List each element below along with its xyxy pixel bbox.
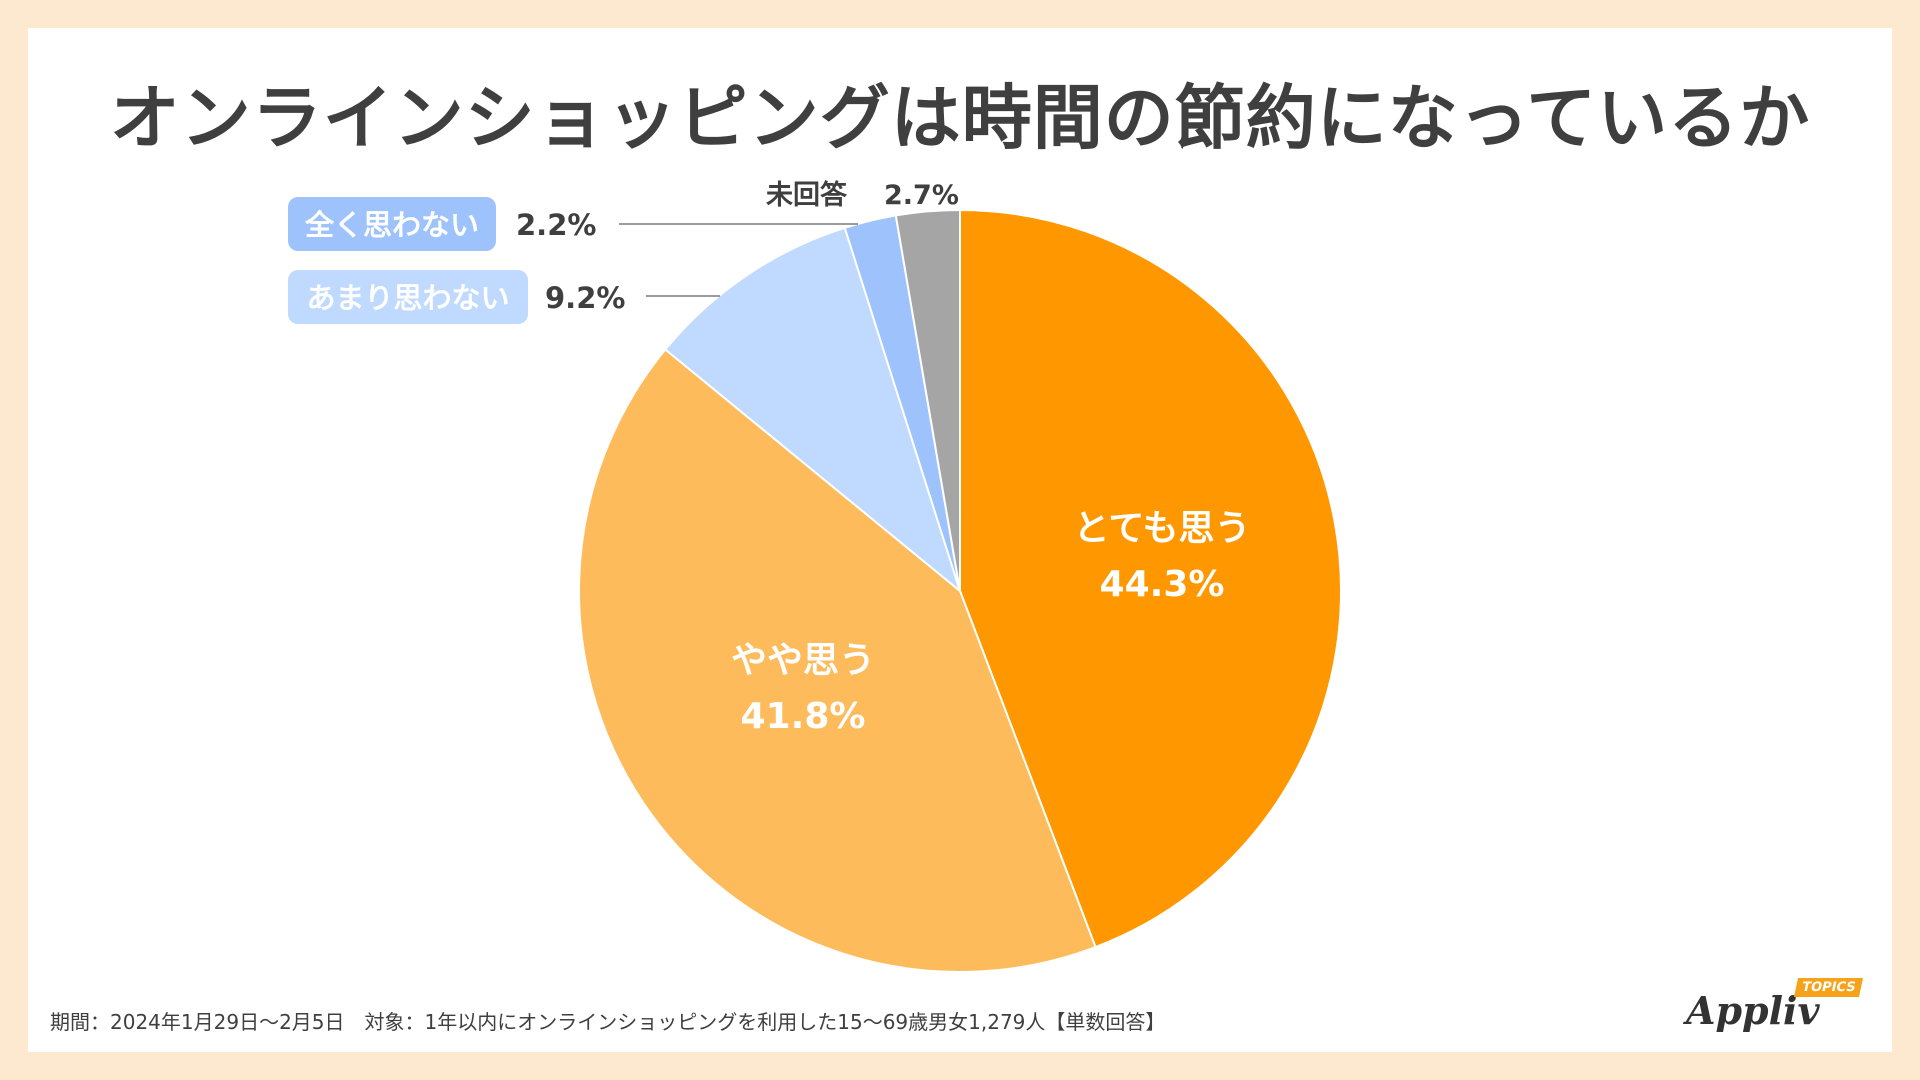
slice-1-value: 44.3% [1100,564,1225,605]
slice-5-value: 2.7% [884,180,959,211]
chart-title: オンラインショッピングは時間の節約になっているか [109,77,1811,159]
logo-badge: TOPICS [1793,978,1864,997]
slice-4-value: 2.2% [516,208,596,242]
slice-5-label: 未回答 [766,179,848,211]
slice-4-badge [288,197,496,251]
slice-2-wedge [578,348,1097,973]
slice-2-value: 41.8% [741,696,866,737]
slice-1-wedge [959,208,1342,949]
slice-3-wedge [663,226,962,594]
slice-1-label: とても思う [1073,508,1250,549]
slice-3-badge [288,270,528,324]
applivtopics-logo: Appliv TOPICS [1686,978,1866,1038]
survey-footnote: 期間：2024年1月29日～2月5日 対象：1年以内にオンラインショッピングを利… [50,1010,1166,1034]
slice-3-value: 9.2% [545,281,625,315]
slice-2-label: やや思う [731,640,875,681]
slice-3-label: あまり思わない [306,281,509,315]
slice-5-wedge [894,208,961,592]
slice-4-label: 全く思わない [304,208,479,242]
